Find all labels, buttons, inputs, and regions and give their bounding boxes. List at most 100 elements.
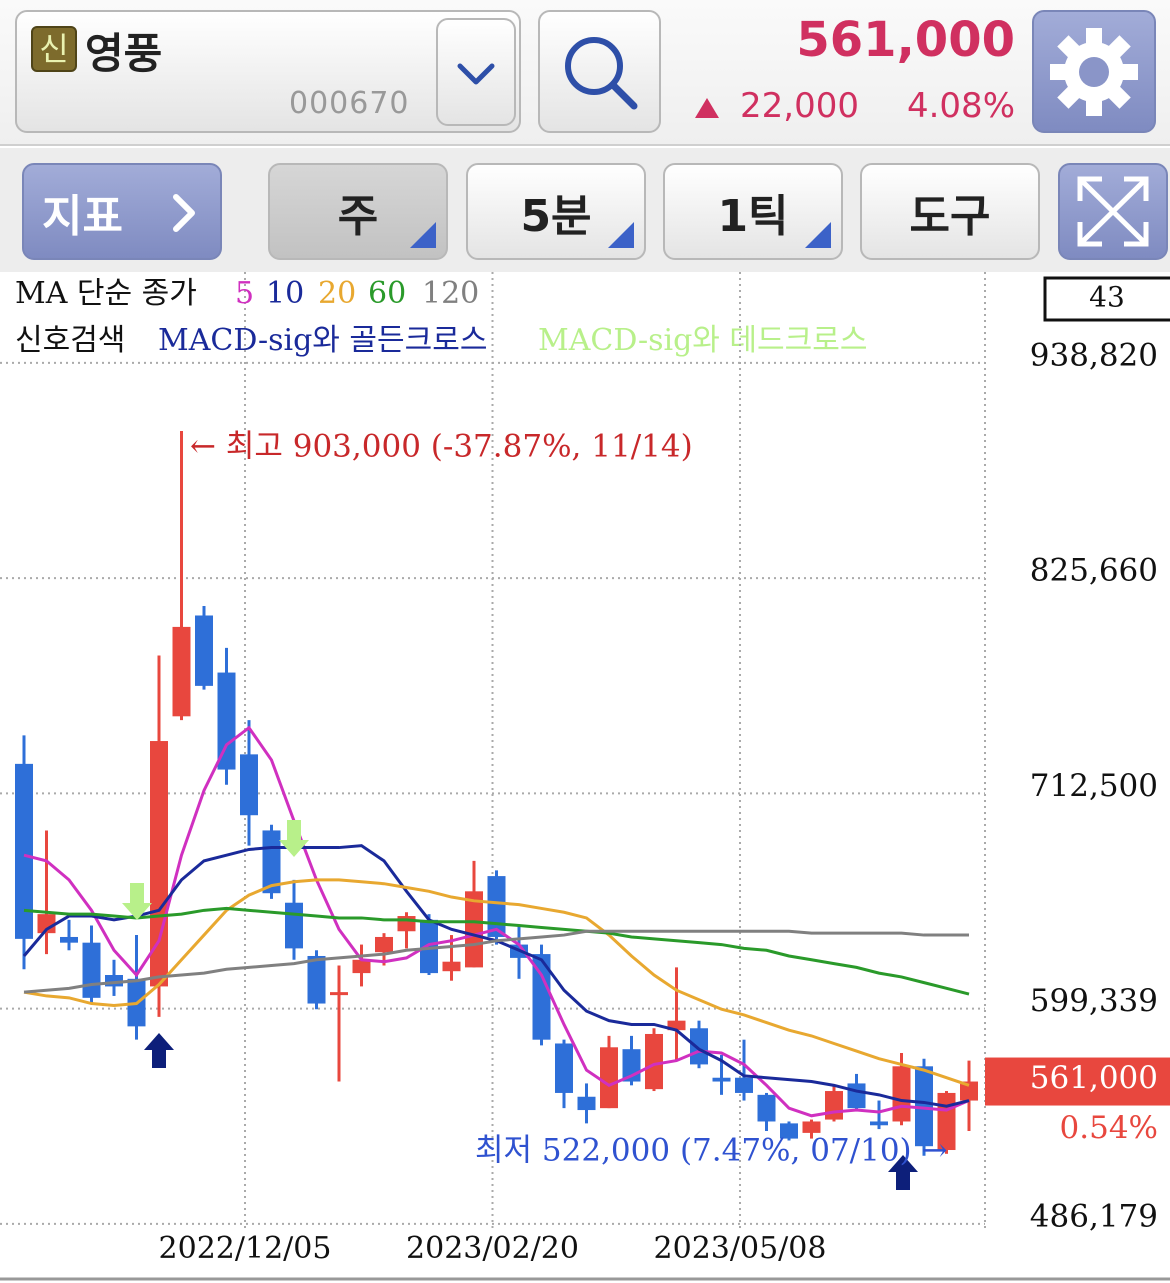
- dead-cross-arrow: [279, 820, 309, 857]
- dead-cross-legend: MACD-sig와 데드크로스: [538, 323, 867, 358]
- candle-body: [442, 961, 461, 972]
- indicator-label: 지표: [42, 190, 123, 242]
- candle-body: [870, 1121, 888, 1126]
- period-label: 주: [337, 190, 379, 242]
- tick-button[interactable]: 1틱: [663, 163, 843, 260]
- legend-entry: 120: [422, 276, 479, 311]
- golden-cross-legend: MACD-sig와 골든크로스: [158, 323, 487, 358]
- legend-entry: 20: [318, 276, 356, 311]
- candle-body: [690, 1028, 708, 1065]
- fullscreen-button[interactable]: [1058, 163, 1168, 260]
- candle-body: [307, 955, 326, 1004]
- candle-body: [285, 902, 303, 949]
- menu-corner: [805, 222, 831, 248]
- candle-body: [780, 1123, 798, 1139]
- candle-body: [802, 1121, 821, 1133]
- y-tick-label: 938,820: [1030, 337, 1158, 373]
- candle-body: [105, 975, 123, 987]
- candle-body: [240, 754, 258, 816]
- candle-body: [487, 876, 506, 937]
- candle-body: [600, 1047, 618, 1109]
- interval-label: 5분: [520, 190, 592, 242]
- tick-label: 1틱: [717, 190, 789, 242]
- candle-body: [352, 959, 371, 974]
- high-annotation: ← 최고 903,000 (-37.87%, 11/14): [190, 429, 693, 465]
- ma-legend-title: MA 단순 종가: [15, 276, 197, 311]
- candle-body: [960, 1081, 978, 1101]
- change-rate: 4.08%: [906, 86, 1015, 126]
- candle-body: [645, 1033, 663, 1090]
- visible-count: 43: [1089, 281, 1125, 314]
- candle-body: [555, 1043, 573, 1093]
- up-triangle: [695, 98, 719, 118]
- legend-entry: 10: [266, 276, 304, 311]
- search-button[interactable]: [538, 10, 661, 133]
- expand-icon: [1077, 176, 1149, 247]
- candle-body: [217, 672, 236, 770]
- ma-line: [23, 878, 970, 1087]
- candle-body: [420, 919, 438, 974]
- last-price-box: [985, 1057, 1170, 1106]
- legend-entry: 5: [235, 276, 254, 311]
- legend-entry: 60: [368, 276, 406, 311]
- dropdown-button[interactable]: [436, 18, 516, 126]
- price-change: 22,000: [740, 86, 859, 126]
- signal-title: 신호검색: [15, 323, 125, 358]
- menu-corner: [608, 222, 634, 248]
- stock-header: 신 영풍 000670 561,000 22,000 4.08%: [0, 0, 1170, 146]
- golden-cross-arrow: [144, 1033, 174, 1068]
- indicator-button[interactable]: 지표: [22, 163, 222, 260]
- tools-button[interactable]: 도구: [860, 163, 1040, 260]
- candle-body: [330, 992, 348, 996]
- y-tick-label: 599,339: [1030, 983, 1158, 1019]
- current-price: 561,000: [796, 12, 1015, 68]
- badge: 신: [31, 26, 77, 72]
- toolbar: 지표 주 5분 1틱 도구: [0, 148, 1170, 272]
- candle-body: [195, 615, 213, 686]
- menu-corner: [410, 222, 436, 248]
- candle-body: [735, 1077, 753, 1093]
- candle-body: [60, 936, 78, 943]
- candle-body: [757, 1094, 776, 1122]
- candle-body: [375, 936, 393, 953]
- candle-body: [172, 626, 191, 717]
- chevron-right: [173, 194, 195, 232]
- dead-cross-arrow: [122, 883, 152, 920]
- x-tick-label: 2022/12/05: [159, 1231, 332, 1266]
- ma-line: [23, 725, 970, 1118]
- y-tick-label: 712,500: [1030, 768, 1158, 804]
- gear-icon: [1050, 28, 1138, 116]
- candle-body: [532, 954, 551, 1040]
- settings-button[interactable]: [1032, 10, 1156, 133]
- candle-body: [15, 763, 33, 939]
- last-change-label: 0.54%: [1060, 1110, 1158, 1146]
- candle-body: [915, 1066, 933, 1147]
- y-tick-label: 825,660: [1030, 553, 1158, 589]
- ma-line: [23, 906, 970, 996]
- chevron-icon: [457, 63, 495, 85]
- x-tick-label: 2023/05/08: [654, 1231, 827, 1266]
- candle-body: [82, 942, 101, 998]
- candle-body: [892, 1066, 911, 1122]
- count-box: [1043, 276, 1170, 322]
- signal-arrows: [122, 820, 918, 1190]
- candle-body: [397, 916, 416, 932]
- golden-cross-arrow: [888, 1155, 918, 1190]
- candle-body: [825, 1091, 843, 1120]
- candle-body: [577, 1096, 596, 1111]
- candle-body: [465, 891, 483, 968]
- candle-body: [667, 1020, 686, 1031]
- stock-name: 영풍: [85, 29, 163, 78]
- candle-body: [712, 1077, 731, 1082]
- low-annotation: 최저 522,000 (7.47%, 07/10) →: [475, 1133, 947, 1169]
- interval-button[interactable]: 5분: [466, 163, 646, 260]
- period-button[interactable]: 주: [268, 163, 448, 260]
- tools-label: 도구: [909, 190, 991, 242]
- stock-code: 000670: [289, 86, 410, 121]
- x-tick-label: 2023/02/20: [406, 1231, 579, 1266]
- ma-line: [23, 929, 969, 994]
- y-tick-label: 486,179: [1030, 1198, 1158, 1234]
- candle-body: [847, 1083, 866, 1109]
